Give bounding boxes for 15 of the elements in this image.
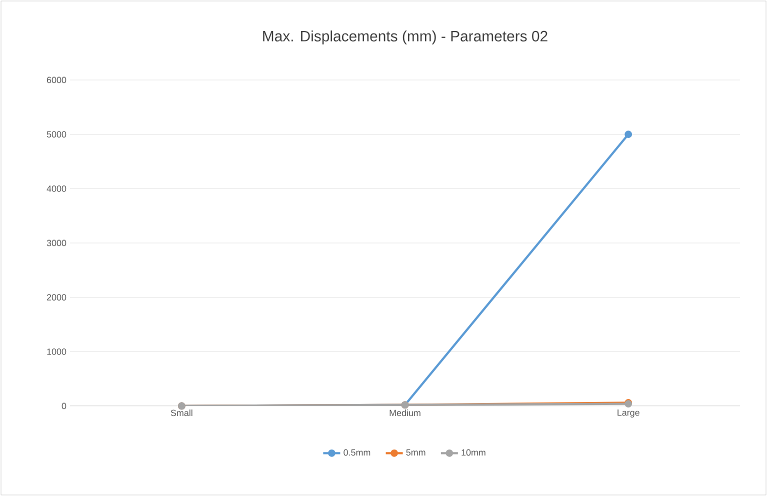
y-tick-label: 1000 [47, 348, 66, 355]
x-tick-label: Small [170, 410, 192, 416]
x-tick-label: Medium [390, 410, 420, 416]
x-tick-label: Large [618, 410, 640, 418]
point [624, 130, 632, 138]
y-tick-label: 4000 [46, 185, 66, 192]
y-tick-label: 3000 [46, 240, 66, 246]
legend-label: 0.5mm [344, 449, 370, 456]
y-tick-label: 5000 [46, 131, 66, 138]
legend-label: 5mm [406, 449, 426, 456]
y-tick-label: 2000 [46, 294, 66, 300]
chart-title: Max. Displacements (mm) - Parameters 02 [263, 30, 548, 44]
legend-label: 10mm [462, 449, 486, 456]
y-tick-label: 6000 [46, 76, 66, 84]
y-tick-label: 0 [62, 402, 66, 410]
